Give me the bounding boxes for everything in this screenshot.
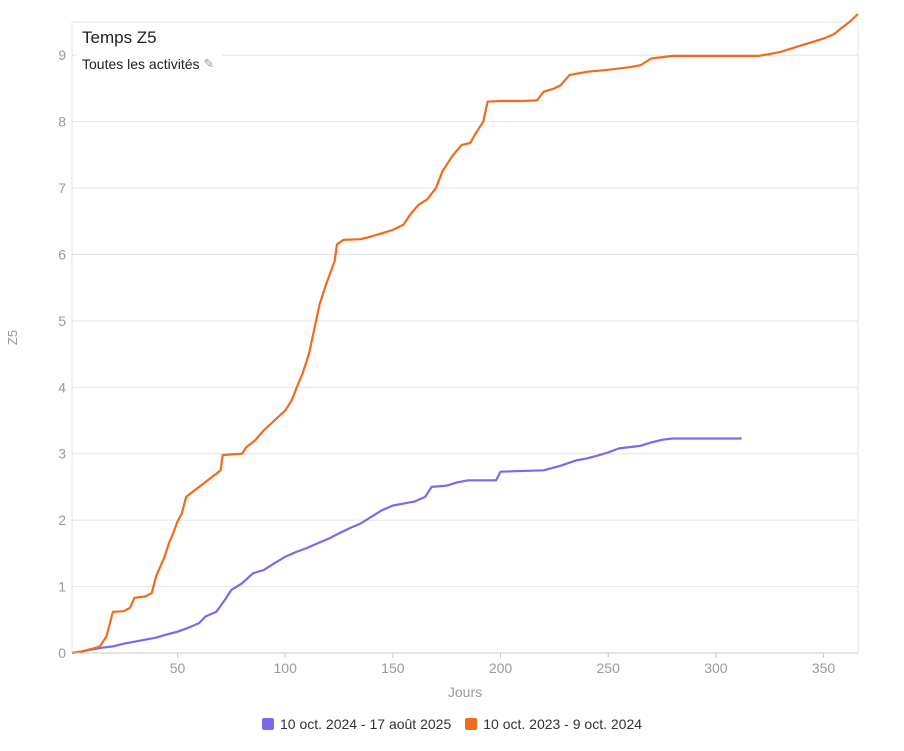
- y-tick-label: 7: [58, 180, 66, 196]
- x-tick-label: 100: [274, 660, 298, 676]
- y-tick-labels: 0 1 2 3 4 5 6 7 8 9: [58, 47, 66, 661]
- y-axis-label: Z5: [5, 330, 20, 345]
- x-tick-label: 150: [381, 660, 405, 676]
- y-tick-label: 0: [58, 645, 66, 661]
- y-tick-label: 8: [58, 114, 66, 130]
- chart-header: Temps Z5 Toutes les activités ✎: [76, 26, 223, 76]
- y-tick-label: 9: [58, 47, 66, 63]
- legend-item-1[interactable]: 10 oct. 2024 - 17 août 2025: [261, 716, 452, 732]
- legend-item-2[interactable]: 10 oct. 2023 - 9 oct. 2024: [465, 716, 642, 732]
- x-axis-label: Jours: [448, 684, 482, 700]
- legend-swatch: [261, 718, 274, 730]
- x-tick-labels: 50 100 150 200 250 300 350: [170, 653, 836, 676]
- y-tick-label: 5: [58, 313, 66, 329]
- y-tick-label: 4: [58, 379, 66, 395]
- activity-filter-label: Toutes les activités: [82, 56, 200, 72]
- y-tick-label: 1: [58, 579, 66, 595]
- y-tick-label: 6: [58, 246, 66, 262]
- x-tick-label: 200: [489, 660, 513, 676]
- series-lines: [71, 13, 859, 655]
- y-tick-label: 2: [58, 512, 66, 528]
- grid: [71, 21, 859, 653]
- legend-label: 10 oct. 2024 - 17 août 2025: [279, 716, 452, 732]
- series-line-2: [71, 13, 859, 655]
- pencil-icon[interactable]: ✎: [203, 56, 215, 71]
- x-tick-label: 300: [704, 660, 728, 676]
- series-line-1: [71, 437, 742, 655]
- chart-title: Temps Z5: [82, 28, 157, 47]
- x-tick-label: 50: [170, 660, 186, 676]
- legend-label: 10 oct. 2023 - 9 oct. 2024: [483, 716, 643, 732]
- y-tick-label: 3: [58, 446, 66, 462]
- legend: 10 oct. 2024 - 17 août 2025 10 oct. 2023 …: [0, 716, 904, 732]
- legend-swatch: [465, 718, 478, 730]
- x-tick-label: 350: [812, 660, 836, 676]
- subtitle-row[interactable]: Toutes les activités ✎: [82, 56, 214, 72]
- x-tick-label: 250: [597, 660, 621, 676]
